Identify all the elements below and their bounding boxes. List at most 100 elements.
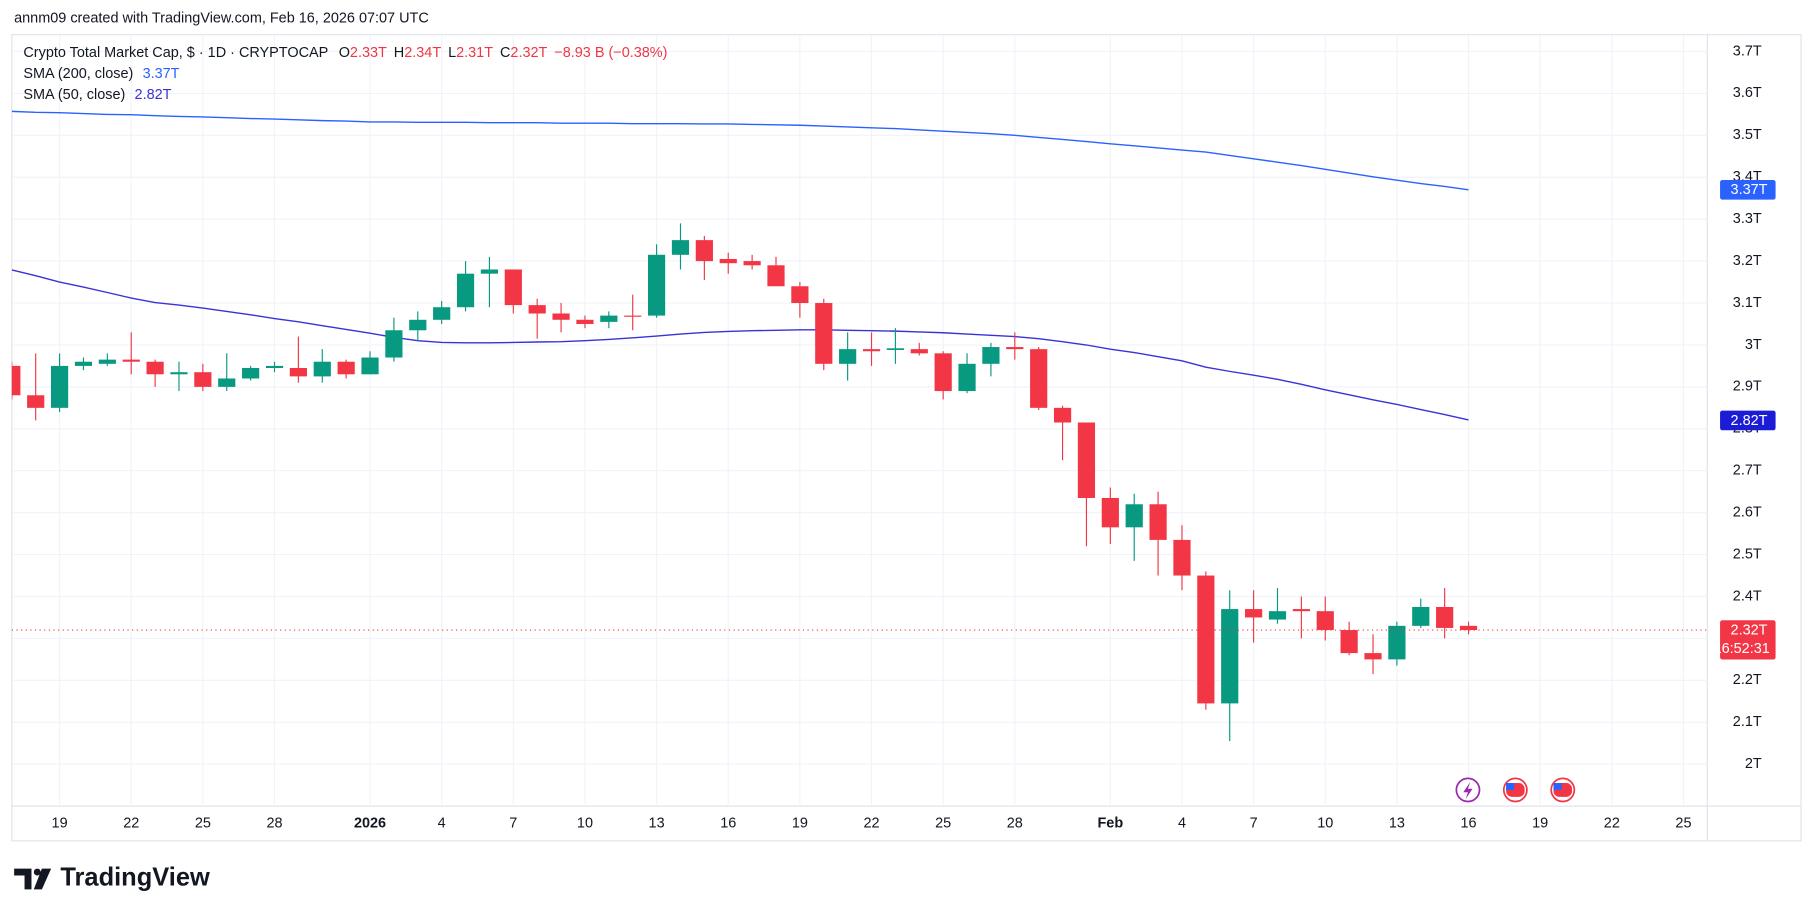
chart-frame: [11, 34, 1802, 842]
candle-body: [1292, 609, 1310, 612]
price-tag-label: 2.32T: [1731, 622, 1768, 638]
candle-body: [218, 378, 236, 387]
legend-series-value: 3.37T: [143, 66, 180, 82]
brand-name: TradingView: [60, 864, 210, 892]
candle-body: [50, 365, 69, 408]
candle-body: [74, 361, 93, 366]
candle-body: [767, 265, 785, 287]
legend-change: −8.93 B (−0.38%): [554, 45, 667, 61]
legend-ohlc-value: 2.32T: [510, 45, 547, 61]
x-tick-label: 10: [1317, 815, 1333, 831]
x-tick-label: 22: [1604, 815, 1620, 831]
candle-body: [433, 307, 451, 320]
y-tick-label: 3.5T: [1733, 127, 1762, 143]
candle-body: [409, 319, 427, 331]
candle-body: [552, 313, 570, 320]
x-tick-label: Feb: [1097, 815, 1123, 831]
sma-line: [11, 269, 1469, 421]
y-tick-label: 3.3T: [1733, 211, 1762, 227]
y-tick-label: 3.6T: [1733, 85, 1762, 101]
event-icons: [1455, 777, 1576, 803]
y-tick-label: 2.9T: [1733, 379, 1762, 395]
sma-line: [11, 110, 1469, 191]
candle-body: [647, 254, 666, 316]
price-tag-label: 3.37T: [1731, 182, 1768, 198]
y-tick-label: 2T: [1745, 756, 1762, 772]
candle-body: [624, 315, 642, 317]
candle-body: [958, 363, 976, 392]
candle-body: [934, 353, 952, 392]
y-tick-label: 3.1T: [1733, 295, 1762, 311]
legend-series-name: SMA (200, close): [23, 66, 133, 82]
y-tick-label: 3.2T: [1733, 253, 1762, 269]
candle-body: [289, 368, 307, 377]
candle-body: [1053, 407, 1072, 423]
legend-ohlc-key: O: [339, 45, 350, 61]
x-tick-label: 13: [649, 815, 665, 831]
candle-body: [815, 303, 833, 364]
price-tag: [1720, 179, 1776, 200]
candle-body: [122, 359, 140, 362]
x-tick-label: 2026: [354, 815, 386, 831]
candle-body: [1149, 504, 1167, 540]
candle-body: [862, 349, 881, 352]
legend-symbol: Crypto Total Market Cap, $ · 1D · CRYPTO…: [23, 45, 328, 61]
price-tag-label: 2.82T: [1731, 413, 1768, 429]
candle-body: [1006, 347, 1024, 350]
x-tick-label: 4: [1178, 815, 1186, 831]
x-tick-label: 22: [123, 815, 139, 831]
candle-body: [600, 315, 618, 322]
candle-body: [1077, 422, 1096, 498]
candle-body: [719, 258, 737, 264]
x-tick-label: 7: [509, 815, 517, 831]
event-icon-glyph: [1553, 782, 1562, 790]
legend-row: SMA (50, close) 2.82T: [23, 87, 171, 103]
candle-body: [456, 273, 475, 308]
legend-ohlc-key: L: [448, 45, 456, 61]
candle-body: [385, 330, 403, 358]
candle-body: [1340, 630, 1358, 654]
legend-ohlc-key: C: [500, 45, 510, 61]
price-tag-countdown: 16:52:31: [1714, 641, 1770, 657]
x-tick-label: 19: [792, 815, 808, 831]
legend-series-name: SMA (50, close): [23, 87, 125, 103]
event-icon-glyph: [1506, 782, 1515, 790]
candle-body: [982, 347, 1000, 364]
x-tick-label: 19: [1532, 815, 1548, 831]
candle-body: [1388, 625, 1406, 660]
candle-body: [1268, 611, 1287, 620]
x-tick-label: 28: [266, 815, 282, 831]
x-tick-label: 16: [720, 815, 736, 831]
candle-body: [313, 361, 331, 377]
y-tick-label: 2.4T: [1733, 588, 1762, 604]
candle-body: [361, 357, 379, 375]
candle-body: [576, 319, 594, 324]
candle-body: [839, 349, 857, 364]
candle-body: [791, 286, 809, 304]
candle-body: [528, 305, 546, 314]
candle-body: [886, 348, 904, 350]
candle-body: [695, 240, 713, 262]
legend-row: Crypto Total Market Cap, $ · 1D · CRYPTO…: [23, 45, 667, 61]
event-icon-glyph: [1463, 781, 1473, 800]
candle-body: [1364, 653, 1382, 660]
candle-body: [1221, 609, 1239, 704]
y-tick-label: 2.2T: [1733, 672, 1762, 688]
brand-logo: [14, 868, 52, 890]
x-tick-label: 22: [863, 815, 879, 831]
legend-ohlc-value: 2.34T: [404, 45, 441, 61]
y-tick-label: 3.7T: [1733, 43, 1762, 59]
candle-body: [11, 365, 21, 396]
plot-area: [11, 110, 1478, 742]
legend-series-value: 2.82T: [135, 87, 172, 103]
candle-body: [337, 361, 355, 375]
price-tag: [1720, 410, 1776, 431]
candle-body: [170, 372, 188, 375]
candle-body: [1125, 504, 1143, 528]
legend-ohlc-value: 2.33T: [350, 45, 387, 61]
y-tick-label: 2.7T: [1733, 463, 1762, 479]
x-tick-label: 7: [1250, 815, 1258, 831]
candle-body: [1197, 575, 1215, 704]
